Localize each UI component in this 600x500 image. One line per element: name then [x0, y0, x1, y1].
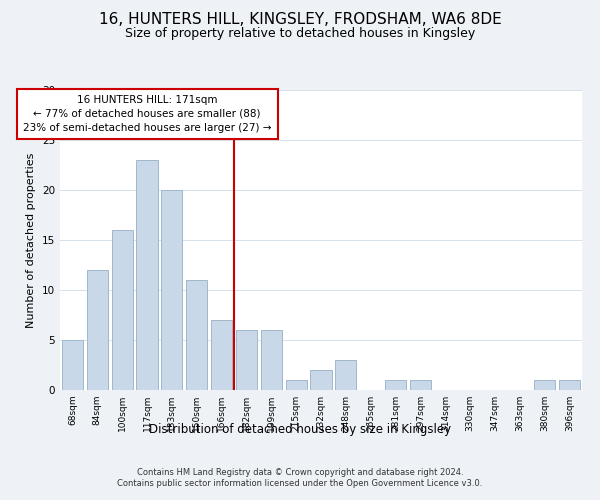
Bar: [236, 330, 257, 390]
Bar: [261, 330, 282, 390]
Bar: [161, 190, 182, 390]
Bar: [385, 380, 406, 390]
Text: Size of property relative to detached houses in Kingsley: Size of property relative to detached ho…: [125, 28, 475, 40]
Bar: [559, 380, 580, 390]
Text: 16 HUNTERS HILL: 171sqm
← 77% of detached houses are smaller (88)
23% of semi-de: 16 HUNTERS HILL: 171sqm ← 77% of detache…: [23, 95, 271, 133]
Bar: [87, 270, 108, 390]
Text: 16, HUNTERS HILL, KINGSLEY, FRODSHAM, WA6 8DE: 16, HUNTERS HILL, KINGSLEY, FRODSHAM, WA…: [98, 12, 502, 28]
Bar: [112, 230, 133, 390]
Bar: [211, 320, 232, 390]
Bar: [534, 380, 555, 390]
Text: Contains HM Land Registry data © Crown copyright and database right 2024.
Contai: Contains HM Land Registry data © Crown c…: [118, 468, 482, 487]
Text: Distribution of detached houses by size in Kingsley: Distribution of detached houses by size …: [149, 422, 451, 436]
Bar: [62, 340, 83, 390]
Y-axis label: Number of detached properties: Number of detached properties: [26, 152, 37, 328]
Bar: [410, 380, 431, 390]
Bar: [310, 370, 332, 390]
Bar: [335, 360, 356, 390]
Bar: [286, 380, 307, 390]
Bar: [136, 160, 158, 390]
Bar: [186, 280, 207, 390]
